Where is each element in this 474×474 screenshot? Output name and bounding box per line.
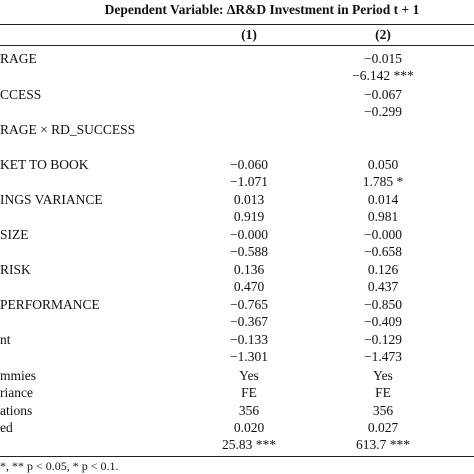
table-cell: −0.367 bbox=[230, 314, 268, 329]
rule bbox=[0, 456, 474, 457]
row-label: ations bbox=[0, 403, 33, 418]
table-cell: 0.470 bbox=[233, 279, 265, 294]
table-cell: FE bbox=[241, 385, 257, 400]
table-cell: FE bbox=[375, 385, 391, 400]
table-cell: −0.409 bbox=[364, 314, 402, 329]
table-cell: 0.437 bbox=[367, 279, 399, 294]
table-cell: −0.658 bbox=[364, 244, 402, 259]
table-cell: 0.919 bbox=[233, 209, 265, 224]
table-cell: −0.067 bbox=[364, 87, 402, 102]
table-cell: −0.299 bbox=[364, 104, 402, 119]
row-label: RISK bbox=[0, 262, 31, 277]
row-label: mmies bbox=[0, 368, 36, 383]
table-cell: −0.765 bbox=[230, 297, 268, 312]
table-cell: 25.83 *** bbox=[222, 437, 276, 452]
row-label: ed bbox=[0, 420, 13, 435]
table-cell: −0.129 bbox=[364, 332, 402, 347]
table-cell: −0.588 bbox=[230, 244, 268, 259]
table-cell: −1.071 bbox=[230, 174, 268, 189]
column-header: (2) bbox=[375, 27, 391, 42]
table-cell: −1.473 bbox=[364, 349, 402, 364]
table-cell: 356 bbox=[372, 403, 394, 418]
table-cell: 0.050 bbox=[367, 157, 399, 172]
rule bbox=[0, 24, 474, 25]
row-label: riance bbox=[0, 385, 33, 400]
table-cell: 0.981 bbox=[367, 209, 399, 224]
table-cell: −0.850 bbox=[364, 297, 402, 312]
table-cell: 1.785 * bbox=[362, 174, 404, 189]
table-cell: 0.020 bbox=[233, 420, 265, 435]
row-label: SIZE bbox=[0, 227, 29, 242]
table-cell: Yes bbox=[373, 368, 393, 383]
column-header: (1) bbox=[241, 27, 257, 42]
table-cell: −6.142 *** bbox=[352, 68, 414, 83]
footnote: *, ** p < 0.05, * p < 0.1. bbox=[0, 459, 119, 473]
table-cell: 356 bbox=[238, 403, 260, 418]
rule bbox=[0, 45, 474, 46]
table-cell: 0.027 bbox=[367, 420, 399, 435]
table-cell: −0.000 bbox=[364, 227, 402, 242]
table-cell: −0.015 bbox=[364, 51, 402, 66]
row-label: PERFORMANCE bbox=[0, 297, 100, 312]
table-cell: Yes bbox=[239, 368, 259, 383]
table-cell: 0.126 bbox=[367, 262, 399, 277]
row-label: CCESS bbox=[0, 87, 42, 102]
row-label: INGS VARIANCE bbox=[0, 192, 103, 207]
table-cell: −0.000 bbox=[230, 227, 268, 242]
table-cell: 0.014 bbox=[367, 192, 399, 207]
table-cell: 613.7 *** bbox=[356, 437, 410, 452]
row-label: KET TO BOOK bbox=[0, 157, 89, 172]
row-label: nt bbox=[0, 332, 11, 347]
row-label: RAGE bbox=[0, 51, 37, 66]
table-cell: −0.060 bbox=[230, 157, 268, 172]
table-cell: −1.301 bbox=[230, 349, 268, 364]
table-title: Dependent Variable: ΔR&D Investment in P… bbox=[104, 2, 420, 17]
table-cell: −0.133 bbox=[230, 332, 268, 347]
table-cell: 0.013 bbox=[233, 192, 265, 207]
table-cell: 0.136 bbox=[233, 262, 265, 277]
row-label: RAGE × RD_SUCCESS bbox=[0, 122, 136, 137]
